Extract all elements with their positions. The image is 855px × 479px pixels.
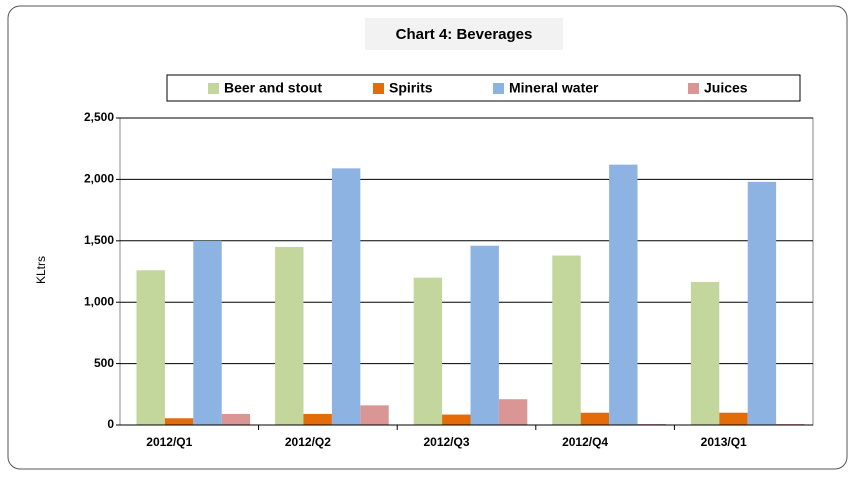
bar	[690, 281, 720, 425]
bar	[580, 412, 610, 425]
bar	[498, 399, 528, 425]
y-tick-label: 1,000	[84, 294, 114, 308]
y-tick-label: 2,000	[84, 172, 114, 186]
bar	[331, 168, 361, 425]
bar	[442, 414, 471, 425]
bar	[470, 245, 499, 425]
legend-swatch	[208, 83, 219, 94]
legend-swatch	[688, 83, 699, 94]
bar	[413, 277, 443, 425]
x-tick-label: 2012/Q3	[423, 435, 469, 449]
legend-label: Juices	[704, 80, 748, 96]
chart-title: Chart 4: Beverages	[396, 26, 533, 43]
bar	[360, 405, 389, 425]
bar	[303, 413, 332, 425]
x-tick-label: 2013/Q1	[701, 435, 747, 449]
title-box	[365, 18, 563, 50]
bar	[719, 412, 748, 425]
bar	[747, 181, 777, 425]
y-axis-label: KLtrs	[34, 256, 48, 284]
y-tick-label: 0	[107, 417, 114, 431]
y-tick-label: 1,500	[84, 233, 114, 247]
bar	[221, 413, 251, 425]
x-tick-label: 2012/Q4	[562, 435, 608, 449]
bar	[136, 270, 165, 425]
bar	[164, 418, 194, 425]
x-tick-label: 2012/Q2	[285, 435, 331, 449]
x-tick-label: 2012/Q1	[146, 435, 192, 449]
bar	[275, 246, 304, 425]
legend-label: Spirits	[389, 80, 433, 96]
bar	[193, 240, 222, 425]
y-tick-label: 500	[94, 356, 114, 370]
bar	[609, 164, 638, 425]
y-tick-label: 2,500	[84, 110, 114, 124]
legend-swatch	[493, 83, 504, 94]
legend-label: Beer and stout	[224, 80, 322, 96]
bar	[552, 255, 581, 425]
legend-swatch	[373, 83, 384, 94]
legend-label: Mineral water	[509, 80, 599, 96]
